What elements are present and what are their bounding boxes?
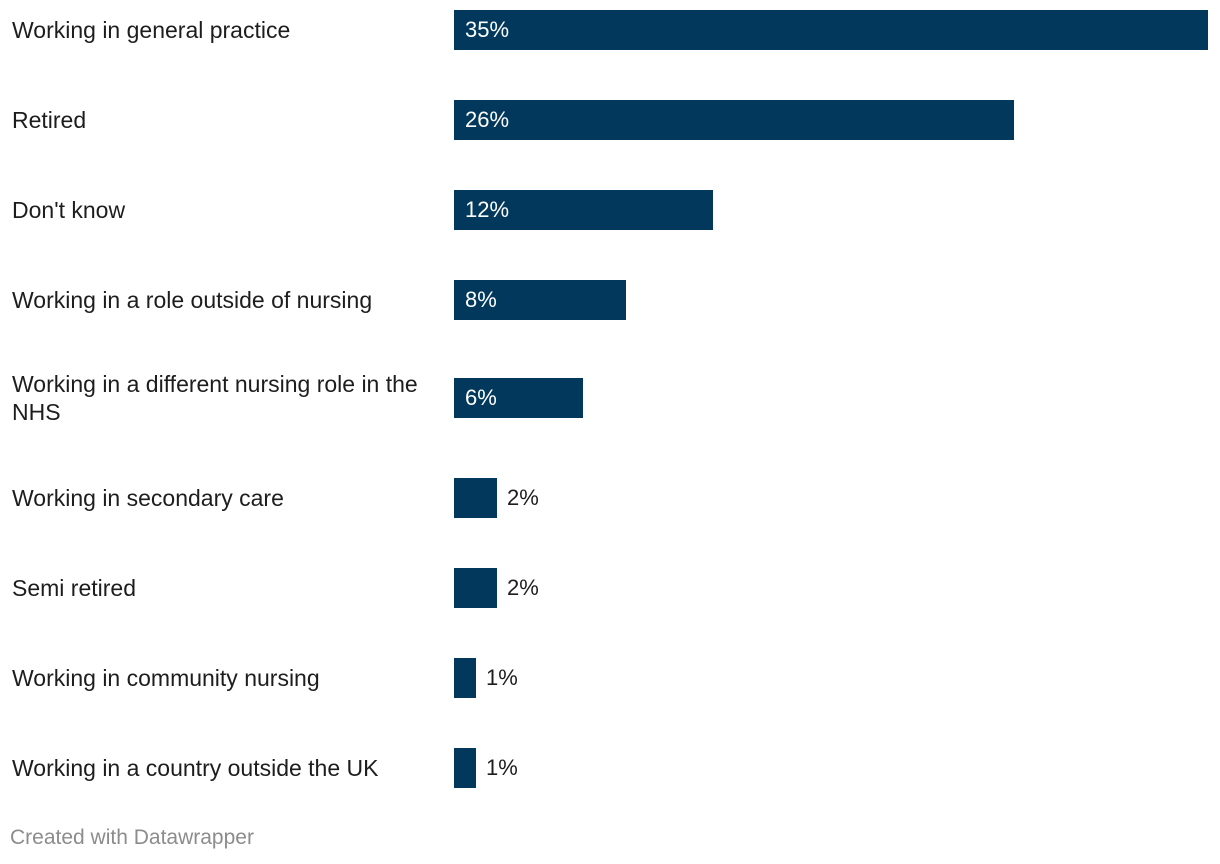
- value-label: 1%: [486, 755, 518, 780]
- bar: [454, 478, 497, 518]
- category-label: Working in community nursing: [12, 665, 320, 691]
- value-label: 12%: [465, 197, 510, 222]
- category-label: Working in general practice: [12, 17, 291, 43]
- bar: [454, 748, 476, 788]
- category-label: Don't know: [12, 197, 126, 223]
- bar: [454, 10, 1208, 50]
- value-label: 2%: [507, 575, 539, 600]
- bar: [454, 568, 497, 608]
- category-label: Working in a different nursing role in t…: [12, 371, 418, 425]
- category-label: Working in secondary care: [12, 485, 284, 511]
- value-label: 8%: [465, 287, 497, 312]
- value-label: 26%: [465, 107, 510, 132]
- bar: [454, 658, 476, 698]
- value-label: 1%: [486, 665, 518, 690]
- bar: [454, 378, 583, 418]
- value-label: 35%: [465, 17, 510, 42]
- datawrapper-credit: Created with Datawrapper: [10, 826, 254, 849]
- bar: [454, 280, 626, 320]
- category-label: Working in a role outside of nursing: [12, 287, 373, 313]
- bar: [454, 100, 1014, 140]
- bar-chart: Working in general practice 35% Retired 26%…: [12, 10, 1208, 788]
- value-label: 2%: [507, 485, 539, 510]
- category-label: Semi retired: [12, 575, 136, 601]
- category-label: Working in a country outside the UK: [12, 755, 379, 781]
- value-label: 6%: [465, 385, 497, 410]
- category-label: Retired: [12, 107, 87, 133]
- bar: [454, 190, 713, 230]
